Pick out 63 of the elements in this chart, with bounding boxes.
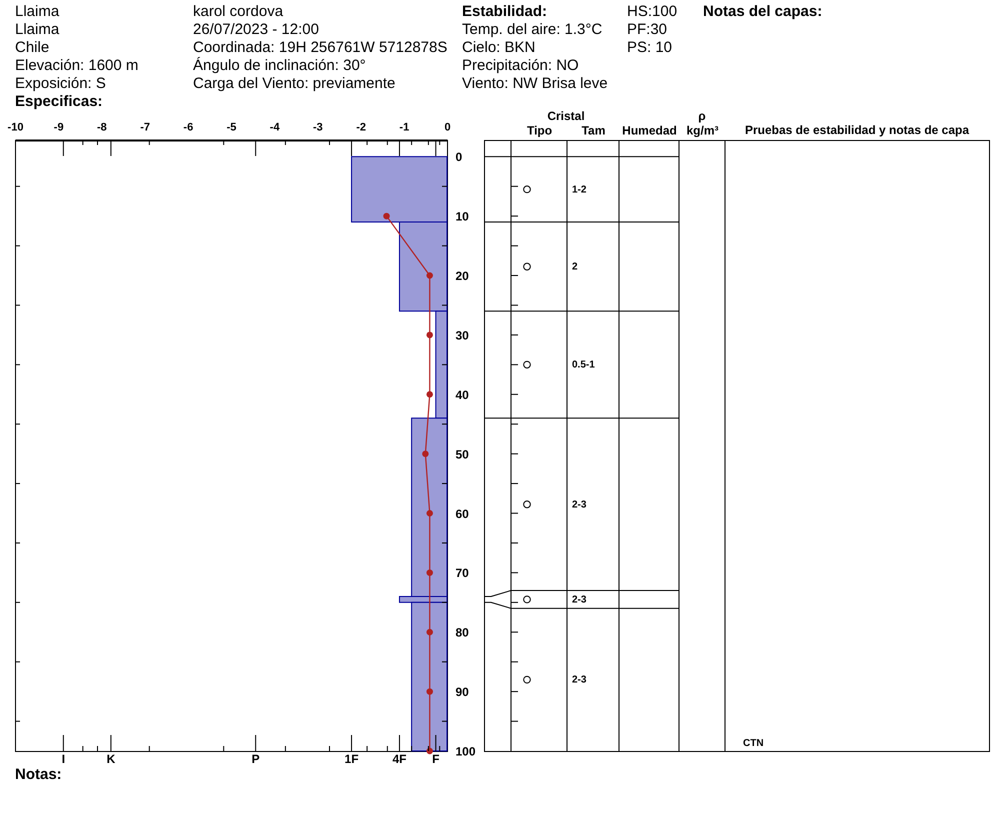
text: Llaima bbox=[15, 21, 60, 38]
x-tick-label: Tipo bbox=[526, 124, 552, 138]
text: Pruebas de estabilidad y notas de capa bbox=[744, 123, 970, 137]
x-tick-label: -6 bbox=[183, 122, 194, 134]
text: I bbox=[62, 752, 66, 766]
text: Precipitación: NO bbox=[462, 57, 579, 74]
y-tick-label: 0 bbox=[456, 150, 462, 164]
text: Carga del Viento: previamente bbox=[193, 75, 396, 92]
text: F bbox=[432, 752, 440, 766]
text: Notas: bbox=[15, 766, 62, 783]
y-tick-label: 30 bbox=[456, 328, 470, 342]
text: Especificas: bbox=[15, 93, 103, 110]
y-tick-label: 10 bbox=[456, 210, 470, 224]
y-tick-label: 50 bbox=[456, 447, 470, 462]
text: Estabilidad: bbox=[462, 3, 548, 20]
annotation: 2-3 bbox=[572, 594, 587, 606]
x-tick-label: -4 bbox=[270, 122, 280, 134]
text: PS: 10 bbox=[627, 39, 672, 56]
text: karol cordova bbox=[193, 3, 284, 20]
text: Ángulo de inclinación: 30° bbox=[193, 56, 366, 74]
x-tick-label: Tam bbox=[582, 124, 606, 138]
text: Viento: NW Brisa leve bbox=[462, 75, 608, 92]
text: Exposición: S bbox=[15, 75, 106, 92]
x-tick-label: kg/m³ bbox=[686, 124, 719, 138]
text: Cristal bbox=[547, 109, 585, 123]
text: 26/07/2023 - 12:00 bbox=[193, 21, 319, 38]
text: 4F bbox=[392, 752, 406, 766]
y-tick-label: 80 bbox=[456, 626, 470, 640]
annotation: 2-3 bbox=[572, 499, 587, 510]
text: P bbox=[252, 752, 260, 766]
x-tick-label: -8 bbox=[97, 122, 107, 134]
annotation: 2 bbox=[572, 262, 578, 273]
x-tick-label: -10 bbox=[8, 122, 24, 134]
text: HS:100 bbox=[627, 3, 678, 20]
text: Llaima bbox=[15, 3, 60, 20]
y-tick-label: 60 bbox=[456, 506, 470, 521]
annotation: 0.5-1 bbox=[572, 360, 596, 371]
text: Temp. del aire: 1.3°C bbox=[462, 21, 602, 38]
x-tick-label: 0 bbox=[444, 122, 451, 134]
text: ρ bbox=[698, 109, 706, 123]
x-tick-label: Humedad bbox=[622, 124, 677, 138]
text: Chile bbox=[15, 39, 50, 56]
y-tick-label: 40 bbox=[456, 388, 470, 402]
text: Cielo: BKN bbox=[462, 39, 536, 56]
y-tick-label: 90 bbox=[456, 685, 470, 700]
x-tick-label: -5 bbox=[226, 122, 236, 134]
annotation: 2-3 bbox=[572, 674, 587, 686]
y-tick-label: 100 bbox=[456, 744, 476, 758]
text: Notas del capas: bbox=[703, 3, 822, 20]
text: PF:30 bbox=[627, 21, 668, 38]
annotation: 1-2 bbox=[572, 184, 587, 196]
text: CTN bbox=[743, 738, 764, 749]
x-tick-label: -7 bbox=[140, 122, 150, 134]
text: 1F bbox=[344, 752, 359, 766]
x-tick-label: -3 bbox=[313, 122, 323, 134]
text: Elevación: 1600 m bbox=[15, 57, 138, 74]
x-tick-label: -2 bbox=[356, 122, 366, 134]
y-tick-label: 70 bbox=[456, 566, 470, 580]
text: Coordinada: 19H 256761W 5712878S bbox=[193, 39, 448, 56]
x-tick-label: -1 bbox=[399, 122, 410, 134]
text: K bbox=[106, 752, 116, 766]
y-tick-label: 20 bbox=[456, 269, 470, 284]
x-tick-label: -9 bbox=[54, 122, 64, 134]
